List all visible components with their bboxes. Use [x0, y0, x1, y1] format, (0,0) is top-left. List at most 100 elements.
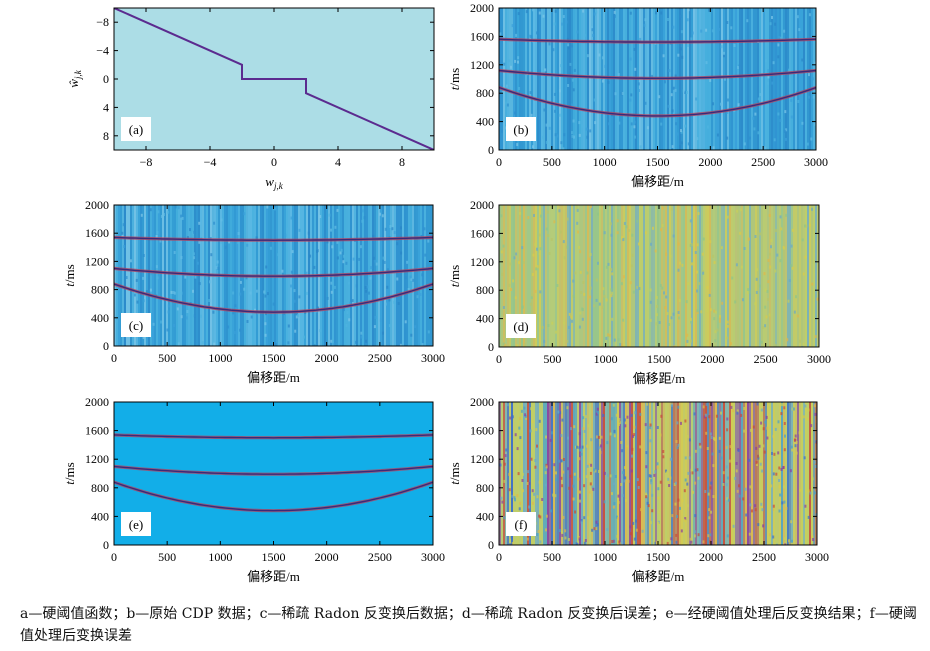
noise-speck [237, 232, 240, 235]
noise-speck [675, 122, 678, 126]
trace-column [795, 205, 797, 347]
noise-speck [788, 542, 791, 545]
noise-speck [579, 311, 582, 315]
noise-speck [264, 333, 267, 337]
noise-speck [572, 497, 575, 501]
trace-column [511, 402, 513, 545]
trace-column [763, 8, 765, 150]
noise-speck [689, 219, 692, 223]
noise-speck [710, 510, 713, 514]
noise-speck [656, 304, 659, 308]
noise-speck [775, 472, 778, 476]
noise-speck [162, 213, 165, 216]
noise-speck [508, 472, 511, 476]
noise-speck [586, 271, 589, 275]
noise-speck [785, 34, 788, 38]
trace-column [765, 8, 767, 150]
noise-speck [655, 541, 658, 545]
y-tick-label: 1600 [470, 226, 494, 240]
noise-speck [607, 333, 610, 337]
noise-speck [670, 316, 673, 320]
noise-speck [706, 309, 709, 313]
noise-speck [544, 483, 547, 487]
noise-speck [525, 416, 528, 420]
noise-speck [687, 504, 689, 508]
trace-column [771, 402, 773, 545]
trace-column [625, 205, 627, 347]
noise-speck [133, 293, 136, 297]
noise-speck [791, 448, 794, 452]
trace-column [515, 205, 517, 347]
noise-speck [773, 138, 776, 142]
noise-speck [523, 343, 526, 347]
noise-speck [687, 43, 690, 47]
noise-speck [513, 492, 515, 496]
noise-speck [657, 510, 660, 514]
noise-speck [726, 136, 729, 140]
noise-speck [655, 11, 657, 15]
trace-column [777, 8, 779, 150]
noise-speck [696, 468, 699, 472]
trace-column [501, 205, 503, 347]
noise-speck [374, 259, 377, 263]
noise-speck [685, 300, 688, 304]
noise-speck [743, 429, 746, 433]
noise-speck [375, 262, 378, 266]
noise-speck [559, 411, 562, 415]
noise-speck [290, 270, 293, 274]
noise-speck [716, 133, 719, 137]
noise-speck [586, 516, 589, 520]
noise-speck [561, 484, 564, 488]
noise-speck [613, 338, 616, 342]
trace-column [669, 402, 671, 545]
noise-speck [704, 413, 707, 417]
trace-column [811, 402, 813, 545]
noise-speck [580, 291, 583, 294]
y-tick-label: 2000 [470, 198, 494, 212]
noise-speck [192, 231, 195, 235]
noise-speck [599, 444, 602, 448]
noise-speck [167, 210, 170, 214]
trace-column [404, 205, 406, 346]
trace-column [599, 205, 601, 347]
noise-speck [676, 132, 679, 136]
trace-column [761, 402, 763, 545]
trace-column [587, 205, 589, 347]
trace-column [605, 402, 607, 545]
noise-speck [788, 539, 791, 543]
noise-speck [760, 340, 763, 344]
trace-column [655, 402, 657, 545]
trace-column [555, 8, 557, 150]
noise-speck [391, 227, 394, 231]
noise-speck [123, 245, 126, 248]
noise-speck [330, 339, 333, 343]
noise-speck [614, 92, 617, 96]
noise-speck [368, 291, 370, 295]
trace-column [713, 8, 715, 150]
trace-column [547, 402, 549, 545]
noise-speck [671, 145, 674, 149]
noise-speck [595, 298, 598, 302]
noise-speck [514, 498, 516, 502]
noise-speck [579, 448, 582, 452]
noise-speck [554, 9, 557, 13]
trace-column [643, 402, 645, 545]
noise-speck [666, 312, 669, 316]
noise-speck [549, 438, 552, 442]
noise-speck [660, 228, 663, 232]
noise-speck [541, 325, 544, 329]
trace-column [507, 205, 509, 347]
noise-speck [589, 482, 592, 486]
noise-speck [530, 35, 533, 38]
trace-column [549, 402, 551, 545]
noise-speck [189, 228, 191, 232]
trace-column [817, 205, 819, 347]
noise-speck [198, 221, 201, 225]
panel-label: (b) [513, 122, 528, 137]
trace-column [733, 205, 735, 347]
noise-speck [780, 36, 783, 40]
trace-column [799, 402, 801, 545]
noise-speck [743, 407, 746, 410]
trace-column [611, 402, 613, 545]
noise-speck [541, 498, 544, 501]
